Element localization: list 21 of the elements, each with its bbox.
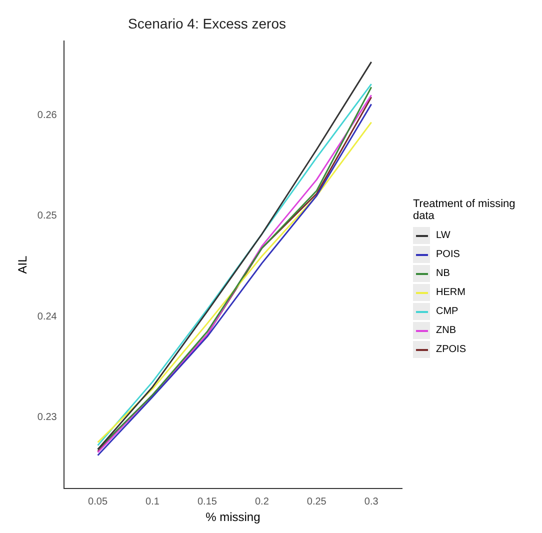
x-tick-label: 0.2 xyxy=(254,496,270,508)
y-tick-label: 0.25 xyxy=(37,210,58,222)
y-tick-label: 0.23 xyxy=(37,412,58,423)
x-tick-label: 0.3 xyxy=(364,496,379,508)
legend-label: HERM xyxy=(436,287,466,298)
legend-label: LW xyxy=(436,230,450,241)
legend-title: Treatment of missing data xyxy=(413,198,516,222)
y-tick-label: 0.26 xyxy=(37,110,58,122)
x-axis-title: % missing xyxy=(206,510,260,524)
x-tick-label: 0.1 xyxy=(146,496,160,508)
y-tick-label: 0.24 xyxy=(37,311,58,322)
legend-label: ZNB xyxy=(436,325,456,336)
x-tick-label: 0.25 xyxy=(306,496,327,508)
legend-label: ZPOIS xyxy=(436,344,466,355)
x-tick-label: 0.05 xyxy=(88,496,108,508)
legend-label: POIS xyxy=(436,249,460,260)
legend-label: NB xyxy=(436,268,450,279)
legend-label: CMP xyxy=(436,306,458,317)
chart-title: Scenario 4: Excess zeros xyxy=(128,15,286,32)
x-tick-label: 0.15 xyxy=(197,496,218,508)
y-axis-title: AIL xyxy=(16,255,30,274)
